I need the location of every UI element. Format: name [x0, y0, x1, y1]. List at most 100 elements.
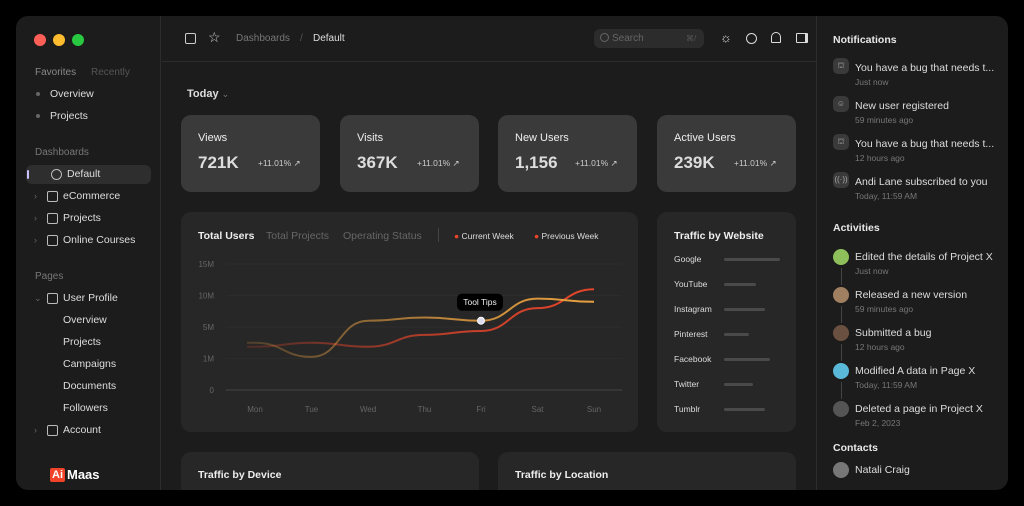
label: Account: [63, 424, 101, 436]
sidebar-subitem-followers[interactable]: Followers: [63, 402, 108, 414]
notification-text: You have a bug that needs t...: [855, 62, 995, 74]
bug-icon: ⛫: [833, 58, 849, 74]
website-label: Facebook: [674, 354, 712, 364]
panel-title: Traffic by Device: [198, 469, 282, 481]
activity-item[interactable]: Submitted a bug 12 hours ago: [855, 327, 931, 352]
sidebar-item-online-courses[interactable]: › Online Courses: [34, 234, 135, 246]
trend-up-icon: ↗: [769, 158, 777, 168]
star-icon[interactable]: ☆: [208, 29, 221, 45]
activity-time: Today, 11:59 AM: [855, 380, 918, 390]
panel-title: Traffic by Location: [515, 469, 609, 481]
tab-recently[interactable]: Recently: [91, 67, 130, 78]
website-label: Twitter: [674, 379, 700, 389]
stat-change: +11.01% ↗: [258, 158, 301, 169]
timeline-line: [841, 382, 842, 399]
id-card-icon: [47, 424, 58, 436]
bell-icon[interactable]: [771, 32, 781, 43]
activity-time: Feb 2, 2023: [855, 418, 901, 428]
sidebar-item-account[interactable]: › Account: [34, 424, 101, 436]
tooltip-box: [457, 293, 503, 311]
tab-operating-status[interactable]: Operating Status: [343, 230, 422, 242]
favorite-overview[interactable]: Overview: [36, 88, 94, 100]
activity-text: Edited the details of Project X: [855, 251, 993, 263]
activity-text: Released a new version: [855, 289, 968, 301]
favorite-projects[interactable]: Projects: [36, 110, 88, 122]
chevron-down-icon: ⌄: [34, 292, 42, 303]
series-line-current-week: [247, 297, 595, 358]
search-icon: [600, 33, 609, 42]
chevron-right-icon: ›: [34, 213, 37, 223]
notification-item[interactable]: New user registered 59 minutes ago: [855, 100, 949, 125]
notification-time: Today, 11:59 AM: [855, 191, 918, 201]
stat-card-new-users: New Users 1,156 +11.01% ↗: [498, 115, 637, 192]
search-input[interactable]: Search ⌘/: [594, 29, 704, 48]
activity-time: 12 hours ago: [855, 342, 905, 352]
sidebar-item-projects[interactable]: › Projects: [34, 212, 101, 224]
sidebar-subitem-projects[interactable]: Projects: [63, 336, 101, 348]
activity-avatar: [833, 363, 849, 379]
website-bar: [724, 258, 780, 261]
stat-value: 721K: [198, 153, 239, 172]
stat-title: Active Users: [674, 132, 736, 144]
timeline-line: [841, 344, 842, 361]
date-filter-dropdown[interactable]: Today ⌄: [187, 88, 229, 100]
sidebar-subitem-overview[interactable]: Overview: [63, 314, 107, 326]
maximize-button[interactable]: [72, 34, 84, 46]
activity-item[interactable]: Released a new version 59 minutes ago: [855, 289, 967, 314]
notification-item[interactable]: You have a bug that needs t... Just now: [855, 62, 994, 87]
sidebar-item-ecommerce[interactable]: › eCommerce: [34, 190, 120, 202]
sun-icon[interactable]: ☼: [720, 30, 732, 45]
bullet-icon: [36, 114, 40, 118]
minimize-button[interactable]: [53, 34, 65, 46]
sidebar-subitem-documents[interactable]: Documents: [63, 380, 117, 392]
breadcrumb-dashboards[interactable]: Dashboards: [236, 33, 290, 44]
contact-item[interactable]: Natali Craig: [855, 464, 910, 476]
tab-favorites[interactable]: Favorites: [35, 67, 77, 78]
legend-dot: ●: [534, 231, 540, 241]
sidebar-toggle-icon[interactable]: [185, 33, 196, 44]
notification-text: Andi Lane subscribed to you: [855, 176, 988, 188]
tooltip-label: Tool Tips: [463, 297, 497, 307]
dashboards-heading: Dashboards: [35, 147, 89, 158]
y-tick-label: 15M: [198, 260, 214, 269]
app-window: Favorites Recently Overview Projects Das…: [16, 16, 1008, 490]
sidebar-subitem-campaigns[interactable]: Campaigns: [63, 358, 117, 370]
sidebar-item-default[interactable]: Default: [38, 168, 100, 180]
website-label: Google: [674, 254, 702, 264]
activity-item[interactable]: Modified A data in Page X Today, 11:59 AM: [855, 365, 975, 390]
change-text: +11.01%: [734, 158, 768, 168]
stat-change: +11.01% ↗: [417, 158, 460, 169]
activity-avatar: [833, 325, 849, 341]
tab-total-users[interactable]: Total Users: [198, 230, 255, 242]
sidebar-item-user-profile[interactable]: ⌄ User Profile: [34, 292, 118, 304]
activity-item[interactable]: Edited the details of Project X Just now: [855, 251, 993, 276]
y-tick-label: 0: [210, 386, 215, 395]
activity-item[interactable]: Deleted a page in Project X Feb 2, 2023: [855, 403, 983, 428]
stat-card-views: Views 721K +11.01% ↗: [181, 115, 320, 192]
activity-text: Submitted a bug: [855, 327, 932, 339]
change-text: +11.01%: [258, 158, 292, 168]
notification-item[interactable]: You have a bug that needs t... 12 hours a…: [855, 138, 994, 163]
stat-value: 1,156: [515, 153, 558, 172]
trend-up-icon: ↗: [293, 158, 301, 168]
shopping-bag-icon: [47, 190, 58, 202]
y-tick-label: 5M: [203, 323, 214, 332]
history-icon[interactable]: [746, 33, 757, 44]
pages-heading: Pages: [35, 271, 64, 282]
timeline-line: [841, 268, 842, 285]
breadcrumb-default[interactable]: Default: [313, 33, 345, 44]
logo-text: Maas: [67, 467, 100, 482]
notification-time: Just now: [855, 77, 889, 87]
legend-current-week: ● Current Week: [454, 231, 514, 241]
line-chart: 15M 10M 5M 1M 0 Mon Tue Wed Thu Fri Sat Sun Tool Tip…: [198, 260, 622, 414]
panel-icon[interactable]: [796, 33, 808, 43]
close-button[interactable]: [34, 34, 46, 46]
total-users-panel: Total Users Total Projects Operating Sta…: [181, 212, 638, 432]
tab-total-projects[interactable]: Total Projects: [266, 230, 330, 242]
contacts-heading: Contacts: [833, 442, 878, 454]
activity-avatar: [833, 287, 849, 303]
notification-item[interactable]: Andi Lane subscribed to you Today, 11:59 …: [855, 176, 988, 201]
chevron-right-icon: ›: [34, 235, 37, 245]
main-content: ☆ Dashboards / Default Search ⌘/ ☼ Today…: [162, 16, 816, 490]
breadcrumb-separator: /: [300, 33, 303, 44]
